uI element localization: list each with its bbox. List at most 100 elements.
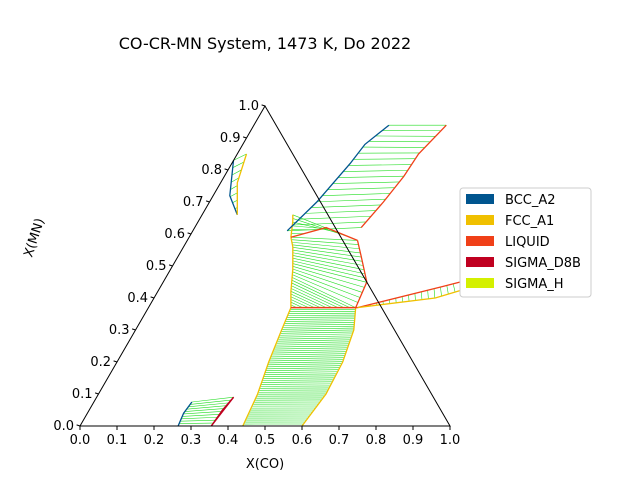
tieline [267, 365, 341, 368]
tieline [291, 241, 360, 250]
tieline [292, 271, 361, 298]
tieline [343, 170, 408, 172]
y-tick-mark [205, 200, 210, 203]
x-tick-label: 0.0 [70, 433, 91, 448]
tieline [278, 335, 352, 338]
x-axis-title: X(CO) [246, 457, 284, 472]
y-tick-label: 0.5 [146, 259, 167, 274]
tieline [268, 361, 343, 364]
phase-line [210, 396, 235, 427]
tieline [292, 263, 367, 283]
tieline [262, 379, 334, 381]
tieline [233, 153, 247, 161]
tieline [273, 347, 348, 350]
tieline [274, 345, 349, 348]
phase-boundary-bcc-liquid-top [286, 124, 390, 232]
tieline [290, 291, 327, 308]
tieline [311, 204, 381, 208]
tieline [292, 266, 365, 288]
tieline [290, 293, 321, 308]
tieline [281, 329, 354, 332]
y-axis-ticks: 0.0 0.1 0.2 0.3 0.4 0.5 0.6 0.7 0.8 0.9 1.0 [53, 99, 266, 434]
tieline [290, 296, 315, 308]
tieline [286, 318, 355, 320]
tieline [337, 175, 404, 178]
tieline [271, 353, 346, 356]
y-tick-label: 0.2 [90, 355, 111, 370]
y-tick-label: 1.0 [238, 99, 259, 114]
x-tick-label: 1.0 [440, 433, 461, 448]
tieline [290, 236, 358, 241]
tieline [231, 177, 239, 183]
tieline [261, 381, 333, 383]
y-tick-label: 0.8 [201, 163, 222, 178]
y-tick-label: 0.4 [127, 291, 148, 306]
y-tick-mark [224, 168, 229, 171]
y-tick-label: 0.3 [109, 323, 130, 338]
tieline [183, 411, 222, 415]
y-tick-mark [261, 104, 266, 107]
y-tick-mark [168, 264, 173, 267]
x-axis-ticks: 0.0 0.1 0.2 0.3 0.4 0.5 0.6 0.7 0.8 0.9 1.0 [70, 426, 461, 448]
tieline [284, 322, 355, 324]
tieline [266, 367, 340, 370]
tieline [292, 255, 365, 270]
tieline [232, 161, 245, 168]
tieline [285, 320, 355, 322]
legend-label-sigma_d8b: SIGMA_D8B [505, 256, 581, 271]
tieline [291, 277, 356, 308]
tieline [282, 325, 355, 328]
tieline [260, 383, 332, 385]
tieline [262, 377, 335, 379]
y-tick-mark [242, 136, 247, 139]
tieline [272, 351, 347, 354]
tieline [287, 227, 362, 232]
y-tick-mark [187, 232, 192, 235]
tieline [293, 221, 367, 226]
tieline [269, 359, 344, 362]
phase-boundary-fcc-liquid-mid [290, 237, 294, 308]
tieline [264, 371, 338, 373]
legend-swatch-sigma_d8b [466, 257, 494, 267]
tieline [305, 210, 376, 214]
x-tick-label: 0.8 [366, 433, 387, 448]
tieline [180, 419, 216, 422]
phase-boundary-fcc-liquid-low [301, 307, 357, 427]
tieline [291, 288, 333, 308]
tieline [191, 396, 234, 403]
tieline [299, 215, 372, 220]
y-tick-label: 0.9 [220, 131, 241, 146]
phase-boundary-bcc-liquid-upper [290, 214, 294, 238]
x-tick-label: 0.6 [292, 433, 313, 448]
ternary-frame [79, 105, 451, 427]
tieline [452, 283, 456, 293]
tieline [317, 198, 386, 203]
tieline [327, 187, 395, 190]
tieline [420, 291, 423, 300]
tieline [273, 349, 347, 352]
legend-swatch-fcc_a1 [466, 215, 494, 225]
tieline [230, 185, 238, 190]
y-tick-mark [76, 424, 81, 427]
y-tick-mark [150, 296, 155, 299]
tieline [277, 339, 351, 342]
y-tick-label: 0.0 [53, 419, 74, 434]
legend-swatch-sigma_h [466, 278, 494, 288]
tieline [188, 402, 229, 408]
tieline [283, 324, 355, 326]
tieline [276, 341, 350, 344]
tieline [279, 333, 353, 336]
tieline [292, 274, 358, 303]
tieline [184, 408, 224, 412]
tieline [292, 252, 364, 266]
tieline [291, 285, 339, 308]
legend-label-liquid: LIQUID [505, 235, 550, 250]
tieline [290, 299, 309, 308]
y-tick-label: 0.1 [72, 387, 93, 402]
tieline [414, 293, 416, 301]
phase-boundary-bcc-mn-side [236, 153, 248, 215]
tieline [263, 375, 336, 377]
tieline [291, 282, 345, 308]
tieline [348, 164, 412, 166]
